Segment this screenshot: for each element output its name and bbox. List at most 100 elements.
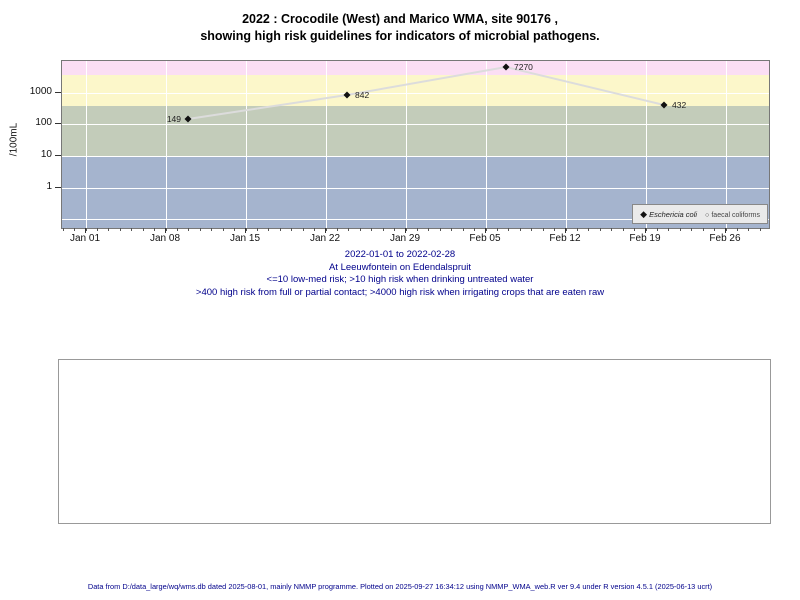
x-axis-minor-tick	[302, 228, 304, 231]
gridline-vertical	[166, 61, 167, 228]
x-axis-minor-tick	[188, 228, 190, 231]
gridline-vertical	[726, 61, 727, 228]
x-axis-minor-tick	[108, 228, 110, 231]
x-axis-tick-label: Feb 05	[469, 233, 501, 244]
x-axis-tick	[245, 228, 246, 233]
x-axis-tick	[325, 228, 326, 233]
x-axis-minor-tick	[62, 228, 64, 231]
x-axis-tick-label: Feb 12	[549, 233, 581, 244]
chart-title-line1: 2022 : Crocodile (West) and Marico WMA, …	[242, 12, 558, 26]
data-point-label: 7270	[514, 62, 533, 72]
x-axis-minor-tick	[222, 228, 224, 231]
x-axis-minor-tick	[405, 228, 407, 231]
gridline-vertical	[566, 61, 567, 228]
x-axis-minor-tick	[634, 228, 636, 231]
x-axis-minor-tick	[142, 228, 144, 231]
x-axis-tick-label: Jan 22	[309, 233, 341, 244]
x-axis-minor-tick	[234, 228, 236, 231]
x-axis-tick	[485, 228, 486, 233]
gridline-vertical	[326, 61, 327, 228]
x-axis-minor-tick	[325, 228, 327, 231]
legend-item-ecoli: ◆ Eschericia coli	[640, 208, 698, 219]
legend: ◆ Eschericia coli ○ faecal coliforms	[632, 204, 768, 224]
subtitle-guideline-2: >400 high risk from full or partial cont…	[195, 286, 605, 298]
risk-band-irrigation	[62, 61, 769, 75]
x-axis-minor-tick	[382, 228, 384, 231]
x-axis-tick	[85, 228, 86, 233]
data-point-label: 432	[672, 100, 687, 110]
legend-label-faecal: faecal coliforms	[711, 211, 760, 219]
y-axis-tick	[55, 187, 61, 188]
x-axis-minor-tick	[554, 228, 556, 231]
y-axis-tick-label: 1	[46, 181, 52, 192]
x-axis-minor-tick	[279, 228, 281, 231]
footer-text: Data from D:/data_large/wq/wms.db dated …	[87, 582, 713, 591]
risk-band-drinking	[62, 105, 769, 157]
x-axis-minor-tick	[702, 228, 704, 231]
x-axis-minor-tick	[508, 228, 510, 231]
x-axis-tick-label: Jan 15	[229, 233, 261, 244]
gridline-horizontal	[62, 124, 769, 126]
x-axis-minor-tick	[74, 228, 76, 231]
x-axis-tick-label: Feb 26	[709, 233, 741, 244]
x-axis-tick	[725, 228, 726, 233]
notes-box	[58, 359, 771, 524]
x-axis-minor-tick	[359, 228, 361, 231]
y-axis-title: /100mL	[8, 122, 20, 157]
x-axis-minor-tick	[474, 228, 476, 231]
x-axis-minor-tick	[714, 228, 716, 231]
x-axis-minor-tick	[451, 228, 453, 231]
data-point-marker	[343, 91, 351, 99]
x-axis-minor-tick	[519, 228, 521, 231]
gridline-horizontal	[62, 92, 769, 94]
plot-area: 149 842 7270 432 ◆ Eschericia coli ○ fae…	[61, 60, 770, 229]
x-axis-tick	[165, 228, 166, 233]
x-axis-minor-tick	[211, 228, 213, 231]
x-axis-tick-label: Jan 08	[149, 233, 181, 244]
x-axis-tick	[565, 228, 566, 233]
gridline-vertical	[486, 61, 487, 228]
risk-band-contact	[62, 75, 769, 106]
y-axis-tick	[55, 92, 61, 93]
gridline-horizontal	[62, 187, 769, 189]
gridline-horizontal	[62, 219, 769, 221]
x-axis-minor-tick	[622, 228, 624, 231]
gridline-vertical	[406, 61, 407, 228]
open-circle-icon: ○	[705, 211, 710, 219]
gridline-horizontal	[62, 156, 769, 157]
x-axis-minor-tick	[577, 228, 578, 231]
x-axis-minor-tick	[291, 228, 293, 231]
x-axis-minor-tick	[531, 228, 533, 231]
x-axis-minor-tick	[657, 228, 658, 231]
x-axis-minor-tick	[394, 228, 396, 231]
x-axis-minor-tick	[348, 228, 350, 231]
x-axis-minor-tick	[588, 228, 590, 231]
x-axis-tick-label: Jan 29	[389, 233, 421, 244]
x-axis-minor-tick	[337, 228, 338, 231]
filled-diamond-icon: ◆	[640, 208, 647, 219]
x-axis-minor-tick	[462, 228, 464, 231]
x-axis-minor-tick	[668, 228, 670, 231]
x-axis-tick-label: Jan 01	[69, 233, 101, 244]
data-series-layer	[184, 63, 668, 123]
data-point-label: 842	[355, 90, 370, 100]
legend-label-ecoli: Eschericia coli	[649, 209, 698, 219]
x-axis-minor-tick	[737, 228, 738, 231]
data-point-marker	[184, 115, 192, 123]
gridline-vertical	[86, 61, 87, 228]
x-axis-tick-label: Feb 19	[629, 233, 661, 244]
x-axis-minor-tick	[85, 228, 87, 231]
x-axis-minor-tick	[97, 228, 98, 231]
x-axis-minor-tick	[119, 228, 121, 231]
subtitle-period: 2022-01-01 to 2022-02-28	[344, 249, 456, 260]
x-axis-minor-tick	[748, 228, 750, 231]
x-axis-minor-tick	[565, 228, 567, 231]
x-axis-minor-tick	[439, 228, 441, 231]
x-axis-minor-tick	[177, 228, 178, 231]
gridline-vertical	[246, 61, 247, 228]
y-axis-tick	[55, 155, 61, 156]
x-axis-minor-tick	[497, 228, 498, 231]
chart-title: 2022 : Crocodile (West) and Marico WMA, …	[0, 11, 800, 45]
x-axis-minor-tick	[645, 228, 647, 231]
x-axis-minor-tick	[268, 228, 270, 231]
